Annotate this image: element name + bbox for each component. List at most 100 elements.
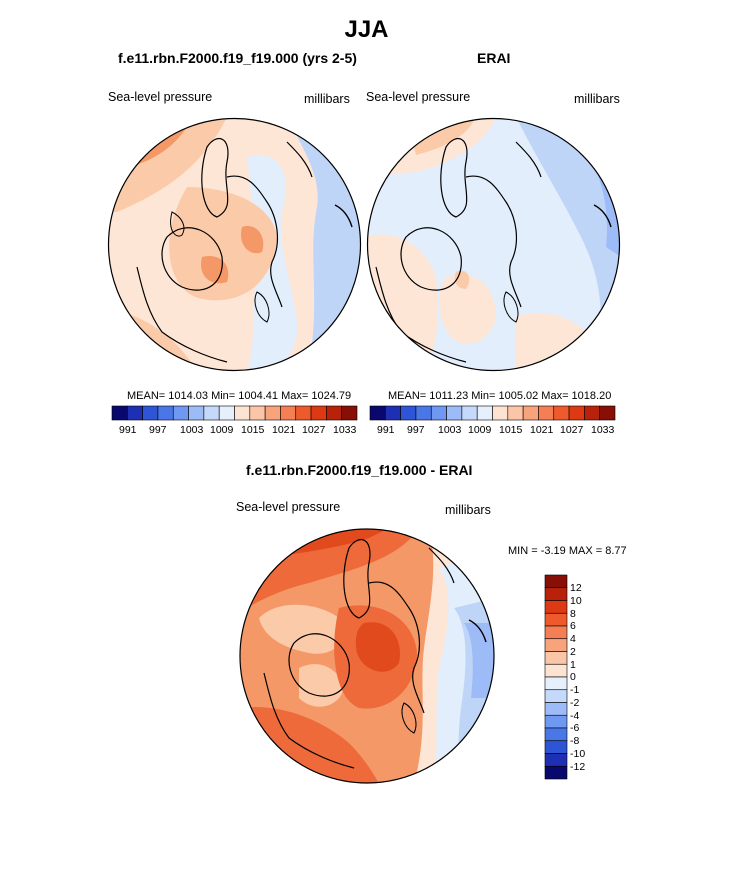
colorbar-swatch (430, 405, 447, 421)
cb2-label: 991 (377, 424, 395, 436)
colorbar-swatch (446, 405, 463, 421)
colorbar-swatch (544, 625, 568, 640)
panel-3-stats: MIN = -3.19 MAX = 8.77 (508, 545, 627, 557)
panel-1-units: millibars (304, 92, 350, 106)
colorbar-swatch (280, 405, 297, 421)
cb1-label: 1027 (302, 424, 326, 436)
main-title: JJA (344, 16, 389, 43)
cb2-label: 1003 (438, 424, 462, 436)
cb3-label: 12 (570, 582, 582, 594)
panel-2-stats: MEAN= 1011.23 Min= 1005.02 Max= 1018.20 (388, 390, 612, 402)
cb3-label: 4 (570, 633, 576, 645)
cb3-label: -12 (570, 761, 586, 773)
colorbar-swatch (476, 405, 493, 421)
colorbar-swatch (507, 405, 524, 421)
panel-1-colorbar-labels: 991 997 1003 1009 1015 1021 1027 1033 (112, 424, 357, 438)
panel-3-colorbar (544, 574, 568, 780)
cb3-label: 1 (570, 659, 576, 671)
colorbar-swatch (544, 587, 568, 601)
colorbar-swatch (188, 405, 205, 421)
colorbar-swatch (544, 753, 568, 767)
panel-2-title: ERAI (477, 50, 511, 66)
colorbar-swatch (544, 638, 568, 652)
colorbar-swatch (385, 405, 401, 421)
cb1-label: 1009 (210, 424, 234, 436)
colorbar-swatch (538, 405, 555, 421)
panel-1-map (107, 117, 362, 372)
colorbar-swatch (544, 702, 568, 716)
cb2-label: 997 (407, 424, 425, 436)
panel-2-map (366, 117, 621, 372)
colorbar-swatch (544, 765, 568, 780)
panel-3-title: f.e11.rbn.F2000.f19_f19.000 - ERAI (246, 462, 473, 478)
colorbar-swatch (544, 663, 568, 678)
colorbar-swatch (544, 714, 568, 729)
cb2-label: 1033 (591, 424, 615, 436)
colorbar-swatch (203, 405, 220, 421)
colorbar-swatch (341, 405, 358, 421)
colorbar-swatch (218, 405, 235, 421)
cb3-label: -1 (570, 684, 580, 696)
colorbar-swatch (492, 405, 509, 421)
colorbar-swatch (310, 405, 327, 421)
colorbar-swatch (544, 740, 568, 754)
colorbar-swatch (522, 405, 539, 421)
panel-1-stats: MEAN= 1014.03 Min= 1004.41 Max= 1024.79 (127, 390, 352, 402)
cb2-label: 1009 (468, 424, 492, 436)
colorbar-swatch (127, 405, 143, 421)
cb3-label: -2 (570, 697, 580, 709)
panel-2-colorbar (369, 405, 616, 421)
colorbar-swatch (264, 405, 281, 421)
colorbar-swatch (369, 405, 386, 421)
colorbar-swatch (544, 651, 568, 665)
colorbar-swatch (400, 405, 417, 421)
cb2-label: 1021 (530, 424, 554, 436)
cb1-label: 1033 (333, 424, 357, 436)
cb2-label: 1027 (560, 424, 584, 436)
cb3-label: -8 (570, 735, 580, 747)
colorbar-swatch (142, 405, 159, 421)
colorbar-swatch (172, 405, 189, 421)
panel-3-field-label: Sea-level pressure (236, 500, 341, 514)
cb3-label: -10 (570, 748, 586, 760)
colorbar-swatch (295, 405, 312, 421)
cb1-label: 1003 (180, 424, 204, 436)
colorbar-swatch (544, 600, 568, 614)
panel-2-field-label: Sea-level pressure (366, 90, 471, 104)
colorbar-swatch (568, 405, 585, 421)
colorbar-swatch (234, 405, 251, 421)
colorbar-swatch (544, 676, 568, 691)
panel-1-title: f.e11.rbn.F2000.f19_f19.000 (yrs 2-5) (118, 50, 357, 66)
colorbar-swatch (544, 612, 568, 627)
colorbar-swatch (544, 689, 568, 703)
cb1-label: 1021 (272, 424, 296, 436)
colorbar-swatch (553, 405, 570, 421)
cb2-label: 1015 (499, 424, 523, 436)
cb3-label: -6 (570, 722, 580, 734)
colorbar-swatch (157, 405, 174, 421)
cb3-label: 8 (570, 608, 576, 620)
cb1-label: 991 (119, 424, 137, 436)
colorbar-swatch (599, 405, 616, 421)
colorbar-swatch (544, 727, 568, 742)
cb1-label: 1015 (241, 424, 265, 436)
colorbar-swatch (326, 405, 342, 421)
panel-1-colorbar (111, 405, 358, 421)
colorbar-swatch (544, 574, 568, 589)
colorbar-swatch (415, 405, 432, 421)
panel-3-units: millibars (445, 503, 491, 517)
cb3-label: 6 (570, 620, 576, 632)
panel-3-map (239, 528, 495, 784)
panel-1-field-label: Sea-level pressure (108, 90, 213, 104)
colorbar-swatch (111, 405, 128, 421)
colorbar-swatch (461, 405, 478, 421)
cb3-label: 2 (570, 646, 576, 658)
colorbar-swatch (584, 405, 600, 421)
cb3-label: 10 (570, 595, 582, 607)
cb3-label: -4 (570, 710, 580, 722)
cb3-label: 0 (570, 671, 576, 683)
colorbar-swatch (249, 405, 266, 421)
cb1-label: 997 (149, 424, 167, 436)
panel-2-units: millibars (574, 92, 620, 106)
panel-3-colorbar-labels: 12 10 8 6 4 2 1 0 -1 -2 -4 -6 -8 -10 -12 (570, 575, 610, 779)
